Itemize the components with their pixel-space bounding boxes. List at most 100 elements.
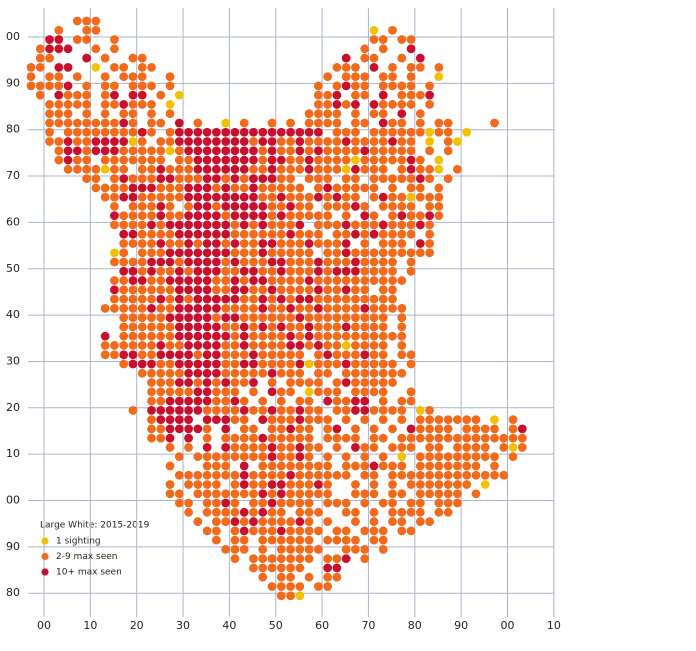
tetrad-dot [137, 90, 147, 100]
tetrad-dot [453, 443, 462, 452]
tetrad-dot [295, 266, 305, 276]
tetrad-dot [341, 526, 351, 536]
tetrad-dot [239, 331, 249, 341]
tetrad-dot [91, 164, 101, 174]
tetrad-dot [156, 322, 166, 332]
tetrad-dot [230, 276, 240, 285]
tetrad-dot [443, 498, 453, 508]
tetrad-dot [462, 433, 472, 443]
tetrad-dot [313, 480, 323, 489]
tetrad-dot [360, 470, 370, 480]
tetrad-dot [156, 276, 166, 285]
tetrad-dot [212, 155, 221, 165]
legend-title: Large White: 2015-2019 [40, 521, 150, 531]
tetrad-dot [425, 137, 435, 146]
tetrad-dot [369, 276, 379, 285]
tetrad-dot [239, 248, 249, 258]
tetrad-dot [323, 72, 333, 82]
tetrad-dot [295, 257, 305, 267]
tetrad-dot [212, 303, 221, 313]
tetrad-dot [212, 452, 221, 462]
tetrad-dot [202, 322, 212, 332]
tetrad-dot [258, 229, 268, 239]
tetrad-dot [295, 183, 305, 193]
tetrad-dot [415, 53, 425, 63]
tetrad-dot [147, 257, 156, 267]
tetrad-dot [276, 155, 286, 165]
tetrad-dot [276, 257, 286, 267]
tetrad-dot [119, 220, 129, 230]
tetrad-dot [45, 81, 54, 91]
tetrad-dot [286, 164, 295, 174]
tetrad-dot [128, 72, 138, 82]
tetrad-dot [332, 359, 342, 369]
tetrad-dot [239, 341, 249, 350]
tetrad-dot [351, 313, 360, 323]
tetrad-dot [434, 202, 444, 211]
tetrad-dot [276, 424, 286, 434]
tetrad-dot [332, 285, 342, 295]
tetrad-dot [276, 544, 286, 554]
tetrad-dot [258, 359, 268, 369]
tetrad-dot [341, 359, 351, 369]
tetrad-dot [110, 350, 119, 360]
tetrad-dot [82, 155, 92, 165]
tetrad-dot [351, 137, 360, 146]
tetrad-dot [239, 239, 249, 248]
tetrad-dot [304, 544, 314, 554]
tetrad-dot [91, 183, 101, 193]
tetrad-dot [351, 109, 360, 119]
tetrad-dot [276, 303, 286, 313]
tetrad-dot [425, 146, 435, 156]
tetrad-dot [239, 480, 249, 489]
tetrad-dot [425, 461, 435, 471]
tetrad-dot [360, 415, 370, 425]
tetrad-dot [202, 294, 212, 304]
tetrad-dot [119, 313, 129, 323]
tetrad-dot [202, 174, 212, 183]
tetrad-dot [360, 220, 370, 230]
tetrad-dot [397, 239, 407, 248]
tetrad-dot [443, 433, 453, 443]
tetrad-dot [286, 276, 295, 285]
tetrad-dot [63, 164, 73, 174]
tetrad-dot [286, 331, 295, 341]
tetrad-dot [239, 405, 249, 415]
tetrad-dot [443, 489, 453, 499]
tetrad-dot [388, 489, 397, 499]
tetrad-dot [360, 526, 370, 536]
tetrad-dot [397, 489, 407, 499]
tetrad-dot [341, 183, 351, 193]
tetrad-dot [128, 359, 138, 369]
tetrad-dot [304, 109, 314, 119]
tetrad-dot [313, 174, 323, 183]
tetrad-dot [276, 294, 286, 304]
tetrad-dot [193, 368, 203, 378]
tetrad-dot [119, 266, 129, 276]
tetrad-dot [221, 220, 231, 230]
tetrad-dot [313, 507, 323, 517]
tetrad-dot [212, 470, 221, 480]
tetrad-dot [165, 359, 175, 369]
tetrad-dot [174, 294, 184, 304]
tetrad-dot [295, 127, 305, 137]
tetrad-dot [249, 498, 258, 508]
tetrad-dot [490, 424, 499, 434]
tetrad-dot [258, 452, 268, 462]
y-label: 00 [6, 494, 20, 507]
tetrad-dot [128, 220, 138, 230]
tetrad-dot [147, 211, 156, 221]
tetrad-dot [184, 239, 193, 248]
tetrad-dot [332, 303, 342, 313]
tetrad-dot [184, 322, 193, 332]
tetrad-dot [406, 526, 416, 536]
tetrad-dot [221, 433, 231, 443]
tetrad-dot [174, 303, 184, 313]
tetrad-dot [415, 183, 425, 193]
tetrad-dot [425, 452, 435, 462]
tetrad-dot [286, 127, 295, 137]
tetrad-dot [388, 507, 397, 517]
tetrad-dot [286, 544, 295, 554]
tetrad-dot [378, 229, 388, 239]
tetrad-dot [276, 452, 286, 462]
